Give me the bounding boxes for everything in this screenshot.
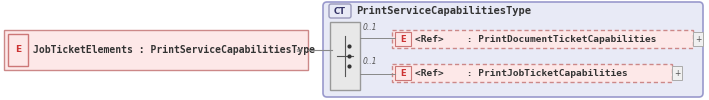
FancyBboxPatch shape — [323, 2, 703, 97]
Bar — [4, 30, 308, 70]
Text: ≡: ≡ — [296, 46, 303, 54]
Bar — [392, 30, 693, 48]
Text: 0..1: 0..1 — [363, 22, 377, 32]
Text: +: + — [695, 34, 701, 44]
Text: E: E — [400, 34, 406, 44]
Text: <Ref>    : PrintJobTicketCapabilities: <Ref> : PrintJobTicketCapabilities — [415, 68, 627, 78]
Bar — [392, 64, 672, 82]
Text: <Ref>    : PrintDocumentTicketCapabilities: <Ref> : PrintDocumentTicketCapabilities — [415, 34, 657, 44]
Text: CT: CT — [334, 6, 346, 16]
Text: JobTicketElements : PrintServiceCapabilitiesType: JobTicketElements : PrintServiceCapabili… — [33, 45, 315, 55]
Bar — [395, 66, 411, 80]
Text: PrintServiceCapabilitiesType: PrintServiceCapabilitiesType — [356, 6, 531, 16]
Bar — [395, 32, 411, 46]
Text: E: E — [15, 46, 21, 54]
Text: 0..1: 0..1 — [363, 57, 377, 66]
Bar — [330, 22, 360, 90]
FancyBboxPatch shape — [329, 4, 351, 18]
Bar — [8, 34, 28, 66]
Bar — [693, 32, 703, 46]
Text: +: + — [674, 68, 680, 78]
Text: E: E — [400, 68, 406, 78]
Bar — [672, 66, 682, 80]
